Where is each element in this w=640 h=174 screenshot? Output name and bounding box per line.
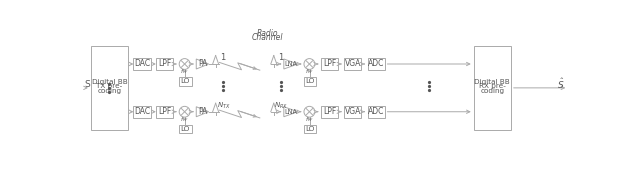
- Text: LPF: LPF: [158, 60, 171, 69]
- Bar: [321, 58, 338, 70]
- Text: Digital BB: Digital BB: [474, 79, 510, 85]
- Text: Digital BB: Digital BB: [92, 79, 127, 85]
- Text: Radio: Radio: [257, 29, 278, 38]
- Bar: [179, 77, 191, 86]
- Text: coding: coding: [97, 88, 122, 94]
- Text: $f_{RF}$: $f_{RF}$: [180, 67, 189, 76]
- Text: DAC: DAC: [134, 107, 150, 116]
- Bar: [304, 125, 316, 133]
- Text: 1: 1: [278, 53, 284, 62]
- Bar: [156, 58, 173, 70]
- Text: PA: PA: [198, 60, 207, 69]
- Bar: [344, 58, 362, 70]
- Text: LNA: LNA: [284, 61, 298, 67]
- Bar: [179, 125, 191, 133]
- Text: ADC: ADC: [368, 107, 384, 116]
- Text: ADC: ADC: [368, 60, 384, 69]
- Bar: [134, 106, 150, 118]
- Bar: [344, 106, 362, 118]
- Bar: [91, 46, 128, 130]
- Text: LO: LO: [180, 126, 190, 132]
- Bar: [367, 58, 385, 70]
- Bar: [156, 106, 173, 118]
- Text: $N_{RX}$: $N_{RX}$: [274, 101, 288, 112]
- Text: LNA: LNA: [284, 109, 298, 115]
- Text: DAC: DAC: [134, 60, 150, 69]
- Bar: [474, 46, 511, 130]
- Text: VGA: VGA: [344, 107, 361, 116]
- Text: LPF: LPF: [323, 107, 336, 116]
- Text: TX pre-: TX pre-: [97, 83, 123, 89]
- Text: $\hat{S}$: $\hat{S}$: [557, 77, 564, 91]
- Text: S: S: [84, 80, 90, 89]
- Text: $N_{TX}$: $N_{TX}$: [216, 101, 230, 112]
- Text: VGA: VGA: [344, 60, 361, 69]
- Text: Channel: Channel: [252, 33, 284, 42]
- Text: coding: coding: [480, 88, 504, 94]
- Text: $f_{RF}$: $f_{RF}$: [305, 67, 314, 76]
- Bar: [321, 106, 338, 118]
- Bar: [134, 58, 150, 70]
- Text: $f_{RF}$: $f_{RF}$: [180, 115, 189, 124]
- Text: LO: LO: [180, 78, 190, 84]
- Text: LO: LO: [305, 78, 315, 84]
- Bar: [367, 106, 385, 118]
- Text: RX pre-: RX pre-: [479, 83, 506, 89]
- Text: $f_{RF}$: $f_{RF}$: [305, 115, 314, 124]
- Text: LO: LO: [305, 126, 315, 132]
- Text: LPF: LPF: [158, 107, 171, 116]
- Text: LPF: LPF: [323, 60, 336, 69]
- Text: PA: PA: [198, 107, 207, 116]
- Bar: [304, 77, 316, 86]
- Text: 1: 1: [220, 53, 225, 62]
